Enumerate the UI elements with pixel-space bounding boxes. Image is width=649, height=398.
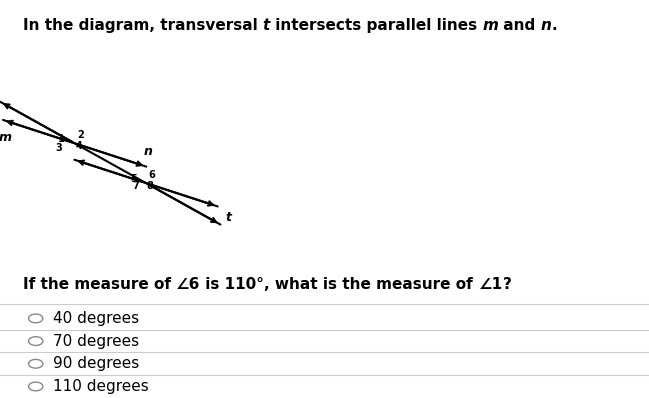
Text: m: m — [482, 18, 498, 33]
Text: 4: 4 — [75, 141, 82, 151]
Text: 6: 6 — [149, 170, 155, 180]
Text: ∠6: ∠6 — [176, 277, 201, 292]
Text: 2: 2 — [77, 131, 84, 140]
Text: n: n — [143, 145, 153, 158]
Text: n: n — [541, 18, 552, 33]
Text: 70 degrees: 70 degrees — [53, 334, 140, 349]
Text: In the diagram, transversal: In the diagram, transversal — [23, 18, 263, 33]
Text: 40 degrees: 40 degrees — [53, 311, 140, 326]
Text: ∠1: ∠1 — [478, 277, 502, 292]
Text: 8: 8 — [147, 181, 154, 191]
Text: t: t — [263, 18, 270, 33]
Text: 5: 5 — [130, 174, 136, 184]
Text: intersects parallel lines: intersects parallel lines — [270, 18, 482, 33]
Text: .: . — [552, 18, 557, 33]
Text: 1: 1 — [58, 134, 65, 144]
Text: 3: 3 — [56, 142, 62, 153]
Text: 7: 7 — [132, 181, 140, 191]
Text: ?: ? — [502, 277, 511, 292]
Text: If the measure of: If the measure of — [23, 277, 176, 292]
Text: and: and — [498, 18, 541, 33]
Text: is 110°, what is the measure of: is 110°, what is the measure of — [201, 277, 478, 292]
Text: m: m — [0, 131, 12, 144]
Text: 110 degrees: 110 degrees — [53, 379, 149, 394]
Text: 90 degrees: 90 degrees — [53, 356, 140, 371]
Text: t: t — [225, 211, 231, 224]
